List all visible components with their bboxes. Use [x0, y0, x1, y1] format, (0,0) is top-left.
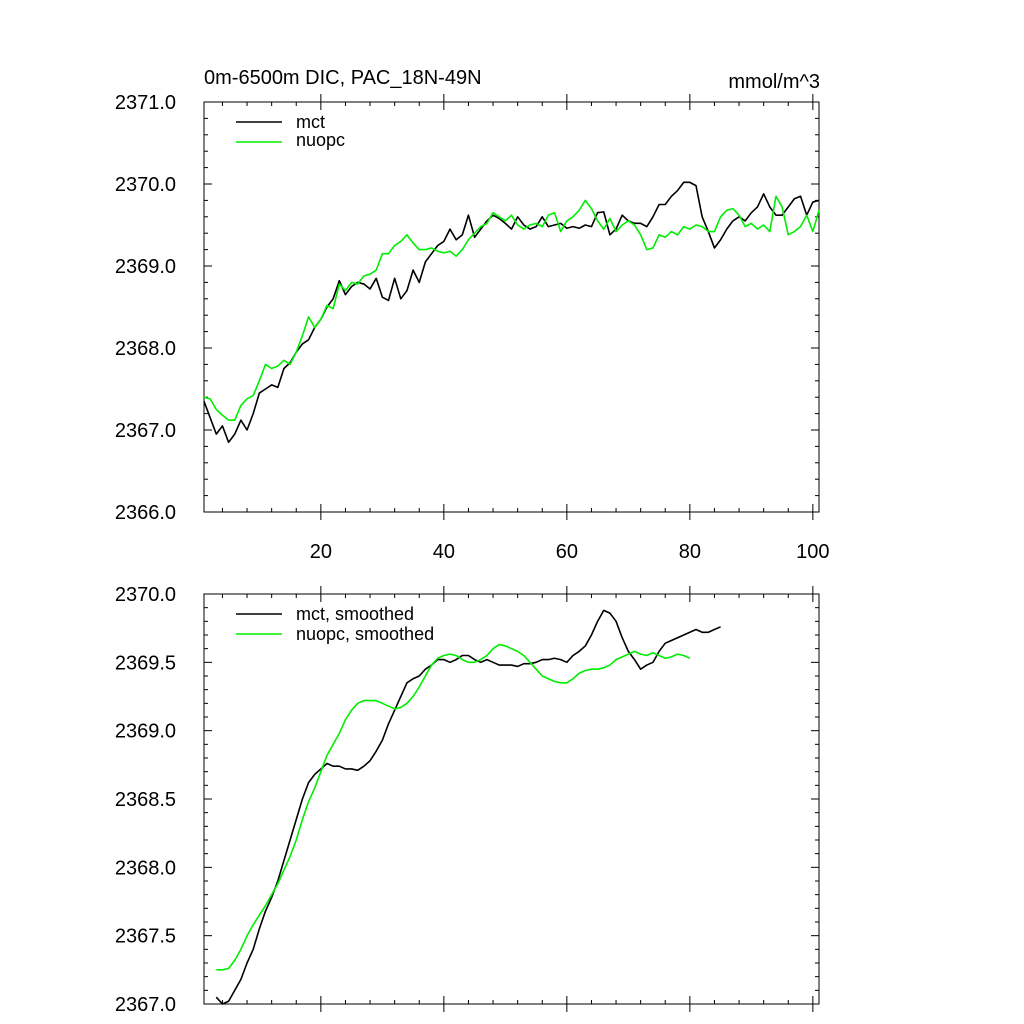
plot-area-frame — [203, 593, 820, 1005]
x-tick-label: 60 — [556, 541, 578, 563]
top-panel: 0m-6500m DIC, PAC_18N-49N mmol/m^3 2366.… — [115, 67, 830, 563]
y-tick-label: 2367.5 — [115, 926, 176, 948]
legend-label-mct: mct — [296, 112, 325, 132]
x-tick-label: 80 — [679, 541, 701, 563]
y-tick-label: 2369.5 — [115, 652, 176, 674]
chart-title: 0m-6500m DIC, PAC_18N-49N — [204, 67, 482, 89]
plot-area-frame — [203, 101, 820, 513]
legend: mct nuopc — [236, 112, 345, 150]
legend-label-nuopc: nuopc — [296, 130, 345, 150]
data-lines — [203, 181, 820, 444]
y-tick-label: 2369.0 — [115, 721, 176, 743]
series-line-nuopc — [203, 195, 820, 421]
y-tick-label: 2369.0 — [115, 256, 176, 278]
y-tick-label: 2368.5 — [115, 789, 176, 811]
axis-ticks: 2366.0 2367.0 2368.0 2369.0 2370.0 2371.0 20 40… — [115, 92, 830, 563]
y-tick-label: 2370.0 — [115, 174, 176, 196]
legend: mct, smoothed nuopc, smoothed — [236, 604, 434, 644]
series-line-mct — [203, 181, 820, 444]
x-tick-label: 20 — [310, 541, 332, 563]
y-tick-label: 2370.0 — [115, 584, 176, 606]
y-tick-label: 2366.0 — [115, 502, 176, 524]
x-tick-label: 40 — [433, 541, 455, 563]
y-tick-label: 2367.0 — [115, 420, 176, 442]
bottom-panel: 2367.0 2367.5 2368.0 2368.5 2369.0 2369.5 2370… — [115, 584, 820, 1016]
legend-label-nuopc-smoothed: nuopc, smoothed — [296, 624, 434, 644]
data-lines — [215, 609, 721, 1005]
y-tick-label: 2367.0 — [115, 994, 176, 1016]
y-tick-label: 2371.0 — [115, 92, 176, 114]
legend-label-mct-smoothed: mct, smoothed — [296, 604, 414, 624]
axis-ticks: 2367.0 2367.5 2368.0 2368.5 2369.0 2369.5 2370… — [115, 584, 819, 1016]
series-line-nuopc-smoothed — [216, 643, 691, 971]
y-tick-label: 2368.0 — [115, 857, 176, 879]
chart-units-label: mmol/m^3 — [728, 71, 820, 93]
y-tick-label: 2368.0 — [115, 338, 176, 360]
series-line-mct-smoothed — [215, 609, 721, 1005]
x-tick-label: 100 — [796, 541, 829, 563]
